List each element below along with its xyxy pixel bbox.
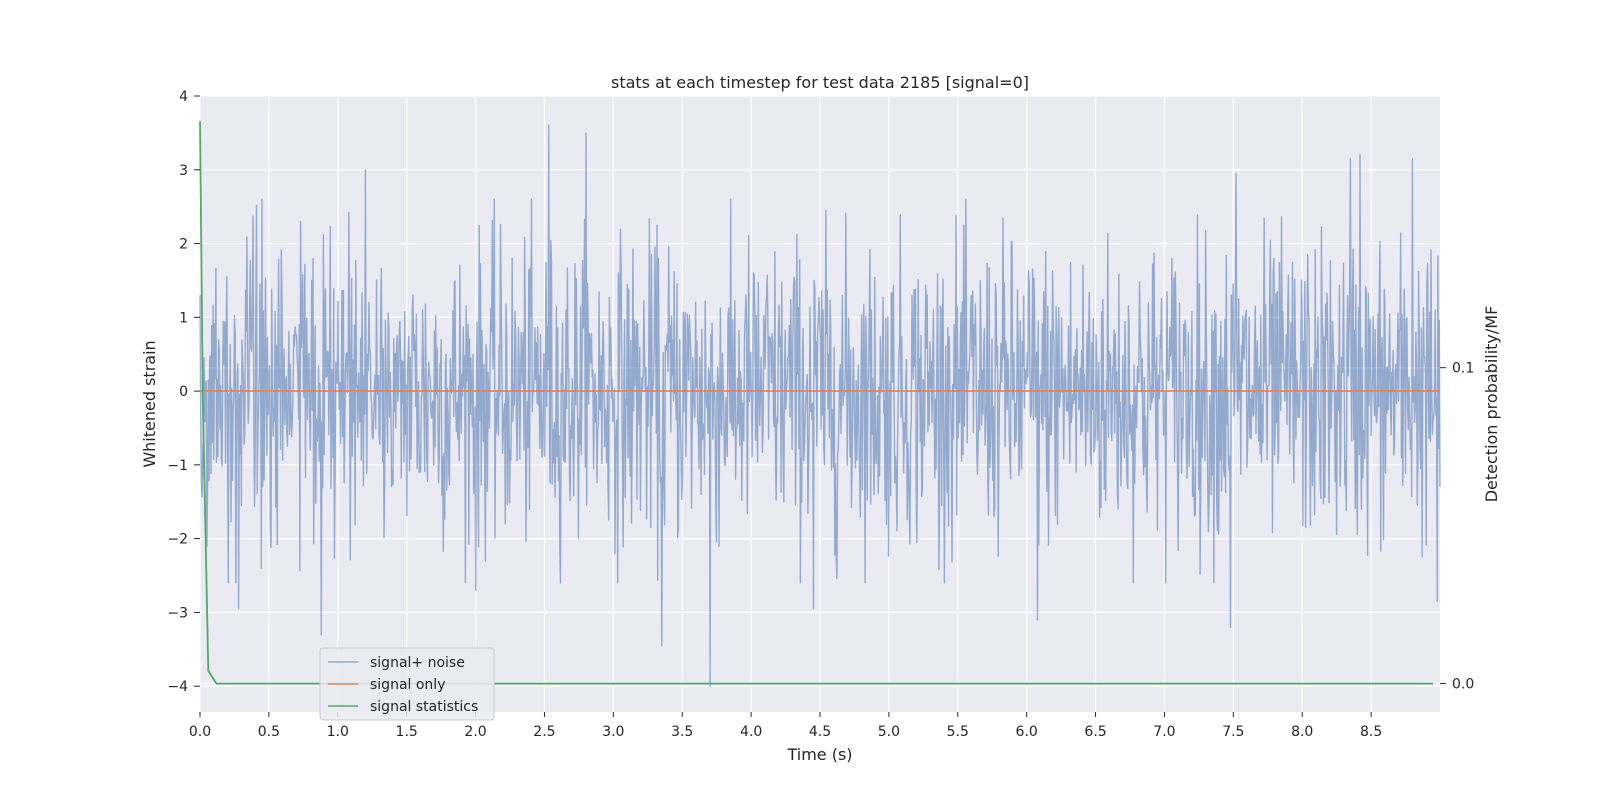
x-tick-label: 2.5 — [533, 724, 555, 740]
x-tick-label: 3.0 — [602, 724, 624, 740]
y-tick-label: 1 — [179, 310, 188, 326]
chart-title: stats at each timestep for test data 218… — [611, 73, 1029, 92]
y-tick-label: −1 — [167, 458, 188, 474]
y-tick-label: 0 — [179, 384, 188, 400]
x-axis-title: Time (s) — [786, 745, 852, 764]
x-tick-label: 6.5 — [1084, 724, 1106, 740]
y2-axis-title: Detection probability/MF — [1482, 306, 1501, 503]
series-line-signal-statistics — [199, 121, 1434, 685]
series-line-signal-noise — [199, 124, 1441, 687]
legend-box — [319, 647, 495, 721]
axes: 0.0 0.5 1.0 1.5 2.0 2.5 3.0 3.5 4.0 4.5 5.0 5.5 6.0 6… — [167, 89, 1474, 740]
y-tick-label: −3 — [167, 605, 188, 621]
y-tick-label: 2 — [179, 237, 188, 253]
legend-label-signal-only: signal only — [370, 677, 445, 693]
y-tick-label: 3 — [179, 163, 188, 179]
x-tick-label: 0.0 — [189, 724, 211, 740]
x-tick-label: 7.0 — [1153, 724, 1175, 740]
x-tick-label: 3.5 — [671, 724, 693, 740]
x-tick-label: 4.0 — [740, 724, 762, 740]
y-axis-title: Whitened strain — [140, 340, 159, 467]
series-lines — [199, 121, 1441, 687]
legend: signal+ noise signal only signal statist… — [319, 647, 495, 721]
x-tick-label: 1.0 — [327, 724, 349, 740]
x-tick-label: 5.0 — [878, 724, 900, 740]
legend-label-signal-noise: signal+ noise — [370, 655, 465, 671]
x-tick-label: 2.0 — [464, 724, 486, 740]
x-tick-label: 6.0 — [1016, 724, 1038, 740]
x-tick-label: 8.0 — [1291, 724, 1313, 740]
y-tick-label: 4 — [179, 89, 188, 105]
y2-tick-label: 0.1 — [1452, 361, 1474, 377]
y2-tick-label: 0.0 — [1452, 677, 1474, 693]
x-tick-label: 0.5 — [258, 724, 280, 740]
x-tick-label: 1.5 — [396, 724, 418, 740]
x-tick-label: 7.5 — [1222, 724, 1244, 740]
y-tick-label: −4 — [167, 679, 188, 695]
x-tick-label: 4.5 — [809, 724, 831, 740]
x-tick-label: 8.5 — [1360, 724, 1382, 740]
y-tick-label: −2 — [167, 532, 188, 548]
x-tick-label: 5.5 — [947, 724, 969, 740]
legend-label-signal-statistics: signal statistics — [370, 699, 478, 715]
